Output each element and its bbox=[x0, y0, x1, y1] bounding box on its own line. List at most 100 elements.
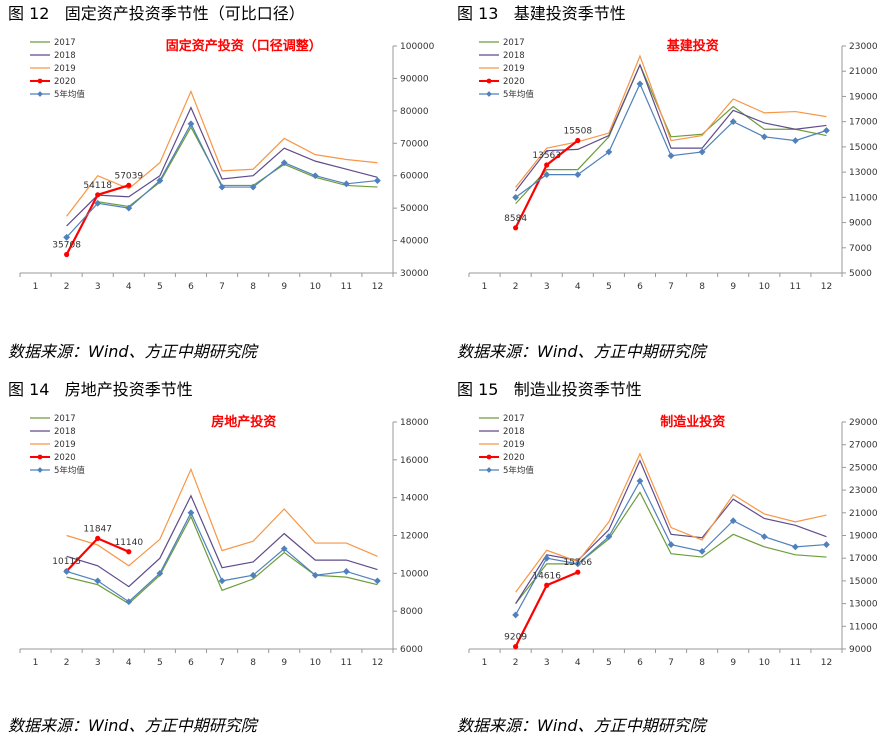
point-2020 bbox=[544, 582, 550, 588]
x-tick-label: 5 bbox=[157, 658, 163, 668]
y-tick-label: 15000 bbox=[849, 143, 878, 153]
figure-title: 图 14 房地产投资季节性 bbox=[8, 380, 193, 399]
point-avg bbox=[667, 152, 675, 160]
y-tick-label: 17000 bbox=[849, 554, 878, 564]
y-tick-label: 13000 bbox=[849, 168, 878, 178]
point-avg bbox=[374, 177, 381, 184]
point-avg bbox=[156, 177, 164, 184]
series-line-2019 bbox=[66, 467, 378, 567]
legend-label: 2019 bbox=[54, 64, 76, 74]
x-tick-label: 3 bbox=[544, 658, 550, 668]
y-tick-label: 11000 bbox=[849, 193, 878, 203]
y-tick-label: 9000 bbox=[849, 645, 872, 655]
legend-marker bbox=[486, 454, 492, 460]
chart-title: 制造业投资 bbox=[660, 414, 725, 430]
series-line-avg bbox=[515, 479, 827, 616]
legend-label: 2018 bbox=[503, 51, 525, 61]
legend-label: 2018 bbox=[503, 427, 525, 437]
point-avg bbox=[311, 571, 319, 579]
fixed-asset-chart: 1 2 3 4 5 6 7 8 9 10 11 123000040000500006000070000… bbox=[19, 38, 435, 292]
data-label: 11847 bbox=[83, 524, 112, 534]
point-2020 bbox=[513, 225, 519, 231]
manufacturing-chart: 1 2 3 4 5 6 7 8 9 10 11 129000110001300015000170001… bbox=[468, 414, 878, 668]
point-2020 bbox=[64, 251, 70, 258]
x-tick-label: 5 bbox=[157, 282, 163, 292]
legend-label: 2017 bbox=[503, 38, 525, 48]
y-tick-label: 12000 bbox=[400, 532, 429, 542]
source-note: 数据来源：Wind、方正中期研究院 bbox=[8, 342, 257, 361]
point-avg bbox=[94, 199, 102, 207]
y-tick-label: 30000 bbox=[400, 269, 429, 279]
y-tick-label: 5000 bbox=[849, 269, 872, 279]
y-tick-label: 7000 bbox=[849, 244, 872, 254]
y-tick-label: 9000 bbox=[849, 219, 872, 229]
panel-manufacturing: 图 15 制造业投资季节性 1 2 3 4 5 6 7 8 9 10 11 12 9000 11000 13… bbox=[457, 376, 896, 746]
x-tick-label: 8 bbox=[250, 658, 256, 668]
point-avg bbox=[342, 568, 350, 575]
x-tick-label: 5 bbox=[606, 282, 612, 292]
y-tick-label: 15000 bbox=[849, 577, 878, 587]
y-tick-label: 21000 bbox=[849, 509, 878, 519]
x-tick-label: 6 bbox=[637, 658, 643, 668]
point-avg bbox=[636, 80, 644, 88]
x-tick-label: 4 bbox=[126, 658, 132, 668]
series-line-avg bbox=[66, 122, 378, 238]
point-avg bbox=[187, 120, 195, 128]
y-tick-label: 40000 bbox=[400, 237, 429, 247]
series-line-2018 bbox=[66, 494, 378, 588]
y-tick-label: 23000 bbox=[849, 486, 878, 496]
point-avg bbox=[94, 577, 102, 585]
legend-label: 2018 bbox=[54, 51, 76, 61]
y-tick-label: 13000 bbox=[849, 600, 878, 610]
data-label: 54118 bbox=[83, 181, 112, 191]
y-tick-label: 25000 bbox=[849, 463, 878, 473]
y-tick-label: 19000 bbox=[849, 532, 878, 542]
data-label: 57039 bbox=[114, 171, 143, 181]
data-label: 15508 bbox=[563, 126, 592, 136]
y-tick-label: 6000 bbox=[400, 645, 423, 655]
series-line-2019 bbox=[66, 89, 378, 217]
x-tick-label: 8 bbox=[699, 282, 705, 292]
y-tick-label: 18000 bbox=[400, 418, 429, 428]
x-tick-label: 3 bbox=[95, 658, 101, 668]
legend-marker bbox=[486, 467, 492, 473]
y-tick-label: 50000 bbox=[400, 204, 429, 214]
legend-label: 2020 bbox=[54, 77, 76, 87]
panel-real-estate: 图 14 房地产投资季节性 1 2 3 4 5 6 7 8 9 10 11 12 6000 8000 100… bbox=[8, 376, 448, 746]
source-note: 数据来源：Wind、方正中期研究院 bbox=[457, 716, 706, 735]
point-2020 bbox=[513, 644, 519, 650]
series-line-2017 bbox=[66, 515, 378, 605]
legend-label: 2019 bbox=[503, 440, 525, 450]
series-line-2017 bbox=[515, 491, 827, 604]
x-tick-label: 4 bbox=[575, 658, 581, 668]
x-tick-label: 10 bbox=[310, 658, 322, 668]
x-tick-label: 11 bbox=[341, 658, 352, 668]
point-avg bbox=[218, 577, 226, 585]
point-avg bbox=[823, 541, 830, 548]
legend-marker bbox=[37, 78, 43, 84]
x-tick-label: 10 bbox=[759, 282, 771, 292]
point-2020 bbox=[544, 162, 550, 168]
legend-marker bbox=[37, 454, 43, 460]
point-avg bbox=[760, 133, 768, 141]
data-label: 9209 bbox=[504, 633, 527, 643]
x-tick-label: 7 bbox=[219, 282, 225, 292]
point-2020 bbox=[95, 192, 101, 198]
legend-label: 2018 bbox=[54, 427, 76, 437]
y-tick-label: 90000 bbox=[400, 74, 429, 84]
legend-label: 2017 bbox=[54, 38, 76, 48]
point-2020 bbox=[126, 549, 132, 555]
data-label: 13563 bbox=[532, 151, 561, 161]
legend-label: 5年均值 bbox=[54, 89, 85, 100]
legend-label: 2017 bbox=[54, 414, 76, 424]
x-tick-label: 2 bbox=[513, 658, 519, 668]
point-avg bbox=[374, 577, 381, 585]
point-avg bbox=[667, 541, 675, 548]
panel-fixed-asset: 图 12 固定资产投资季节性（可比口径） 1 2 3 4 5 6 7 8 9 10 11 12 3000… bbox=[8, 0, 448, 370]
x-tick-label: 11 bbox=[341, 282, 352, 292]
source-note: 数据来源：Wind、方正中期研究院 bbox=[457, 342, 706, 361]
x-tick-label: 6 bbox=[637, 282, 643, 292]
x-tick-label: 11 bbox=[790, 282, 801, 292]
series-line-avg bbox=[66, 511, 378, 603]
x-tick-label: 4 bbox=[126, 282, 132, 292]
